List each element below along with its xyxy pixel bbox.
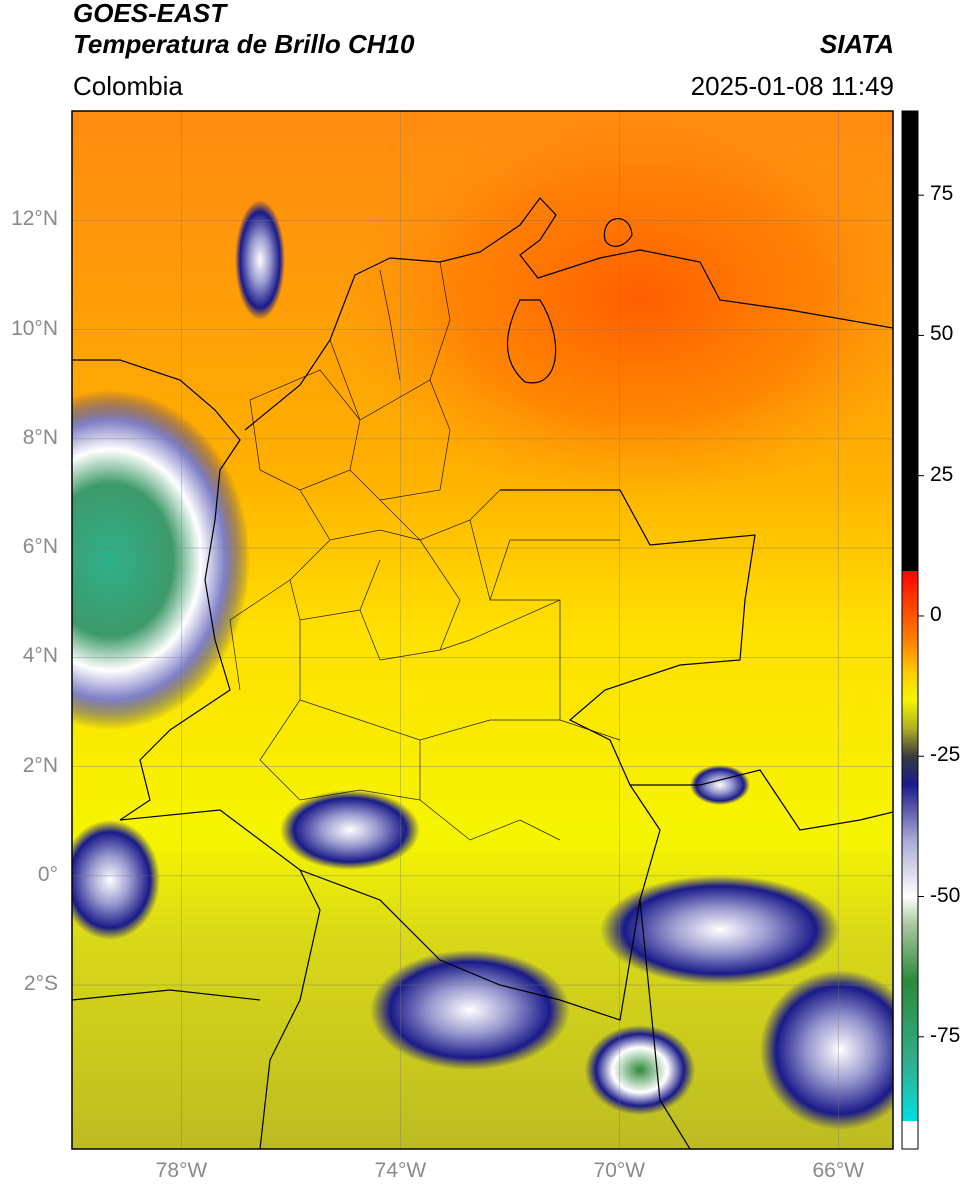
lat-tick-label: 2°S bbox=[23, 972, 58, 996]
colorbar-tick-label: -25 bbox=[930, 743, 961, 767]
cloud-cluster bbox=[600, 875, 840, 985]
ecuador-peru-border bbox=[259, 869, 321, 1149]
lon-tick-label: 66°W bbox=[812, 1159, 865, 1182]
lon-tick-label: 78°W bbox=[155, 1159, 208, 1182]
cloud-cluster bbox=[72, 820, 160, 940]
lon-tick-label: 74°W bbox=[374, 1159, 427, 1182]
cold-cloud-cluster bbox=[72, 390, 250, 730]
colorbar-tick-label: 75 bbox=[930, 182, 954, 206]
region-label: Colombia bbox=[73, 71, 183, 101]
paraguana-peninsula bbox=[603, 217, 633, 247]
cloud-cluster bbox=[585, 1025, 695, 1115]
colorbar bbox=[901, 110, 924, 1150]
satellite-title: GOES-EAST bbox=[73, 0, 227, 28]
cloud-cluster bbox=[370, 950, 570, 1070]
lat-tick-label: 8°N bbox=[22, 425, 58, 449]
lat-tick-label: 0° bbox=[37, 862, 58, 886]
colorbar-tick-label: -75 bbox=[930, 1023, 961, 1047]
brand-label: SIATA bbox=[819, 29, 894, 59]
colorbar-tick-label: 50 bbox=[930, 322, 954, 346]
lat-tick-label: 12°N bbox=[11, 207, 58, 231]
product-title: Temperatura de Brillo CH10 bbox=[73, 29, 415, 59]
colombia-southern-border bbox=[119, 784, 661, 1021]
lat-tick-label: 2°N bbox=[22, 753, 58, 777]
colombia-venezuela-border bbox=[500, 489, 893, 831]
lat-tick-label: 6°N bbox=[22, 535, 58, 559]
cloud-cluster bbox=[235, 200, 285, 320]
cloud-cluster bbox=[760, 970, 893, 1130]
colorbar-scale bbox=[901, 110, 919, 1150]
colorbar-tick-label: 25 bbox=[930, 462, 954, 486]
department-boundaries bbox=[229, 261, 621, 841]
brazil-border bbox=[639, 899, 691, 1149]
pacific-coastline bbox=[72, 359, 241, 821]
warm-area bbox=[340, 111, 893, 500]
cloud-cluster bbox=[690, 765, 750, 805]
graticule bbox=[72, 111, 893, 1149]
map-image bbox=[72, 111, 893, 1149]
lake-maracaibo bbox=[506, 299, 557, 384]
lon-tick-label: 70°W bbox=[593, 1159, 646, 1182]
lat-tick-label: 10°N bbox=[11, 316, 58, 340]
caribbean-coastline bbox=[244, 197, 893, 431]
peru-coast bbox=[72, 989, 261, 1001]
colorbar-tick-label: 0 bbox=[930, 602, 942, 626]
map-frame bbox=[71, 110, 894, 1150]
lat-tick-label: 4°N bbox=[22, 644, 58, 668]
colorbar-tick-label: -50 bbox=[930, 883, 961, 907]
cloud-cluster bbox=[280, 790, 420, 870]
datetime-label: 2025-01-08 11:49 bbox=[690, 71, 894, 101]
coastlines-and-borders bbox=[72, 197, 893, 1149]
